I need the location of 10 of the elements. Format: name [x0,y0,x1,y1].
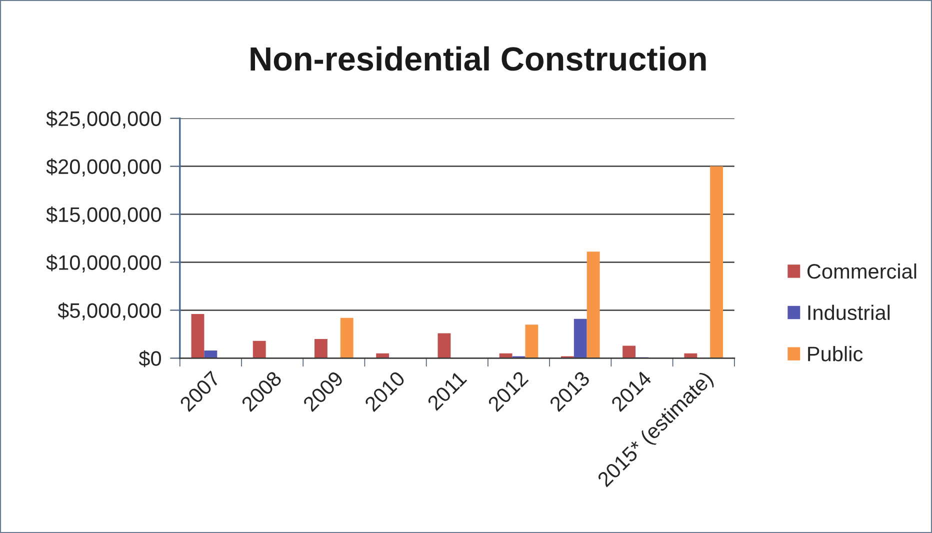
y-tick-label: $5,000,000 [58,302,162,320]
legend-label: Commercial [807,263,916,279]
y-tick-label: $15,000,000 [46,206,162,224]
y-tick-label: $10,000,000 [46,254,162,272]
legend-label: Public [808,346,863,362]
y-tick-label: $25,000,000 [46,110,162,129]
chart-title: Non-residential Construction [250,46,706,71]
y-tick-label: $20,000,000 [46,158,162,177]
legend-label: Industrial [808,304,890,320]
y-tick-label: $0 [138,350,162,368]
